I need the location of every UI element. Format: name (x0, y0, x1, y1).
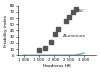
Y-axis label: Friability index: Friability index (4, 14, 8, 47)
Text: Aluminium: Aluminium (59, 29, 86, 38)
Text: SiC: SiC (74, 9, 85, 13)
X-axis label: Hardness HK: Hardness HK (43, 64, 71, 68)
